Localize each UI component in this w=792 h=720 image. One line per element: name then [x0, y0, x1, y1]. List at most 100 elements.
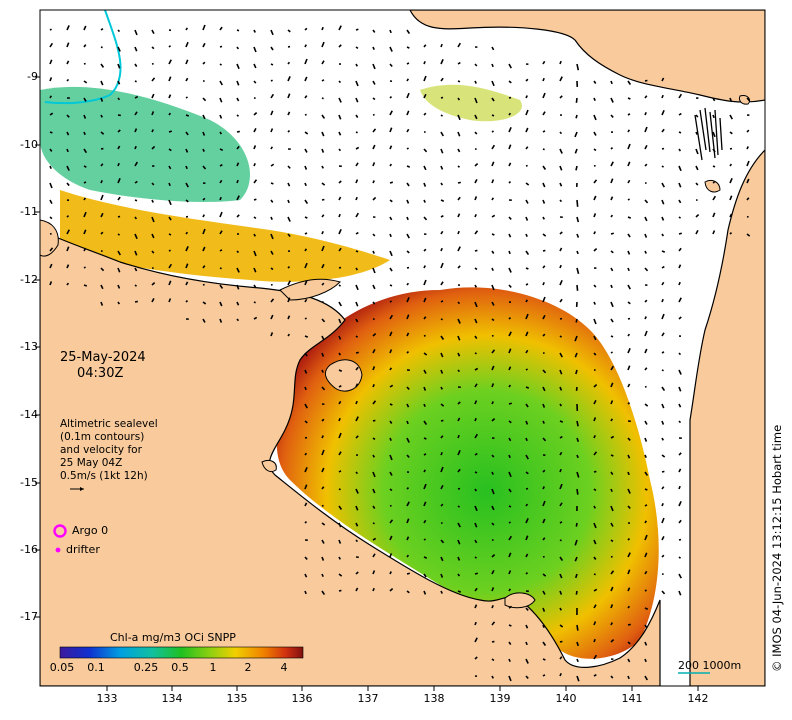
colorbar-title: Chl-a mg/m3 OCi SNPP — [110, 631, 236, 644]
velocity-arrow — [526, 268, 528, 269]
velocity-arrow — [560, 522, 562, 523]
velocity-arrow — [458, 231, 459, 234]
velocity-arrow — [458, 81, 460, 82]
velocity-arrow — [135, 200, 137, 201]
velocity-arrow — [390, 438, 391, 441]
velocity-arrow — [118, 302, 119, 304]
velocity-arrow — [645, 608, 648, 609]
legend-drifter: drifter — [66, 543, 100, 556]
velocity-arrow — [492, 198, 493, 200]
velocity-arrow — [339, 285, 341, 286]
velocity-arrow — [577, 285, 578, 291]
velocity-arrow — [356, 29, 358, 30]
velocity-arrow — [424, 438, 426, 439]
velocity-arrow — [339, 149, 340, 151]
velocity-arrow — [492, 131, 494, 132]
velocity-arrow — [152, 200, 153, 203]
velocity-arrow — [322, 27, 323, 30]
velocity-arrow — [560, 200, 561, 202]
velocity-arrow — [254, 199, 256, 200]
velocity-arrow — [220, 250, 222, 251]
velocity-arrow — [135, 301, 138, 302]
velocity-arrow — [390, 164, 391, 166]
velocity-arrow — [543, 487, 544, 489]
velocity-arrow — [577, 489, 578, 495]
velocity-arrow — [390, 30, 391, 33]
map-time: 04:30Z — [77, 366, 123, 381]
velocity-arrow — [305, 249, 306, 251]
velocity-arrow — [628, 199, 630, 200]
velocity-arrow — [611, 285, 612, 288]
velocity-arrow — [628, 318, 630, 319]
velocity-arrow — [458, 302, 459, 304]
velocity-arrow — [220, 268, 222, 269]
velocity-arrow — [152, 129, 153, 132]
velocity-arrow — [560, 608, 561, 610]
y-tick-label: -15 — [14, 476, 38, 489]
velocity-arrow — [475, 472, 477, 473]
colorbar-tick-label: 1 — [196, 661, 230, 674]
velocity-arrow — [526, 284, 528, 285]
velocity-arrow — [356, 47, 358, 48]
velocity-arrow — [492, 268, 493, 271]
velocity-arrow — [611, 233, 614, 234]
velocity-arrow — [543, 625, 544, 628]
note-line-5: 0.5m/s (1kt 12h) — [60, 470, 148, 482]
velocity-arrow — [645, 521, 646, 523]
velocity-arrow — [645, 455, 646, 458]
velocity-arrow — [322, 199, 324, 200]
velocity-arrow — [288, 62, 289, 64]
velocity-arrow — [288, 131, 289, 132]
velocity-arrow — [322, 370, 323, 373]
velocity-arrow — [577, 455, 578, 458]
velocity-arrow — [662, 438, 663, 440]
velocity-arrow — [305, 522, 306, 523]
velocity-arrow — [441, 591, 442, 594]
velocity-arrow — [594, 471, 596, 472]
velocity-arrow — [628, 606, 629, 608]
velocity-arrow — [186, 28, 187, 30]
velocity-arrow — [424, 266, 425, 268]
velocity-arrow — [220, 46, 222, 47]
velocity-arrow — [458, 574, 459, 576]
velocity-arrow — [492, 472, 493, 475]
velocity-arrow — [67, 149, 68, 152]
colorbar-tick-label: 0.1 — [79, 661, 113, 674]
velocity-arrow — [509, 318, 510, 319]
velocity-arrow — [662, 166, 664, 167]
velocity-arrow — [339, 418, 340, 421]
velocity-arrow — [407, 63, 409, 64]
velocity-arrow — [475, 489, 476, 491]
velocity-arrow — [662, 503, 663, 506]
velocity-arrow — [679, 282, 680, 285]
velocity-arrow — [322, 80, 324, 81]
velocity-arrow — [645, 251, 646, 254]
velocity-arrow — [220, 165, 222, 166]
velocity-arrow — [339, 81, 340, 83]
velocity-arrow — [118, 163, 119, 166]
velocity-arrow — [594, 506, 595, 508]
velocity-arrow — [356, 251, 358, 252]
velocity-arrow — [628, 334, 629, 336]
velocity-arrow — [441, 319, 443, 320]
velocity-arrow — [679, 233, 682, 234]
velocity-arrow — [288, 334, 289, 336]
y-tick-label: -11 — [14, 205, 38, 218]
velocity-arrow — [645, 590, 647, 591]
velocity-arrow — [475, 285, 476, 287]
velocity-arrow — [509, 113, 510, 115]
velocity-arrow — [322, 231, 323, 234]
legend-argo: Argo 0 — [72, 524, 108, 537]
velocity-arrow — [611, 336, 613, 337]
velocity-arrow — [186, 115, 189, 116]
velocity-arrow — [390, 234, 391, 237]
velocity-arrow — [339, 471, 341, 472]
velocity-arrow — [237, 319, 238, 321]
velocity-arrow — [509, 625, 511, 626]
colorbar-tick-label: 4 — [267, 661, 301, 674]
velocity-arrow — [441, 301, 443, 302]
x-axis-tick-marks — [107, 686, 698, 691]
velocity-arrow — [305, 591, 306, 594]
velocity-arrow — [679, 149, 680, 151]
velocity-arrow — [305, 336, 308, 337]
